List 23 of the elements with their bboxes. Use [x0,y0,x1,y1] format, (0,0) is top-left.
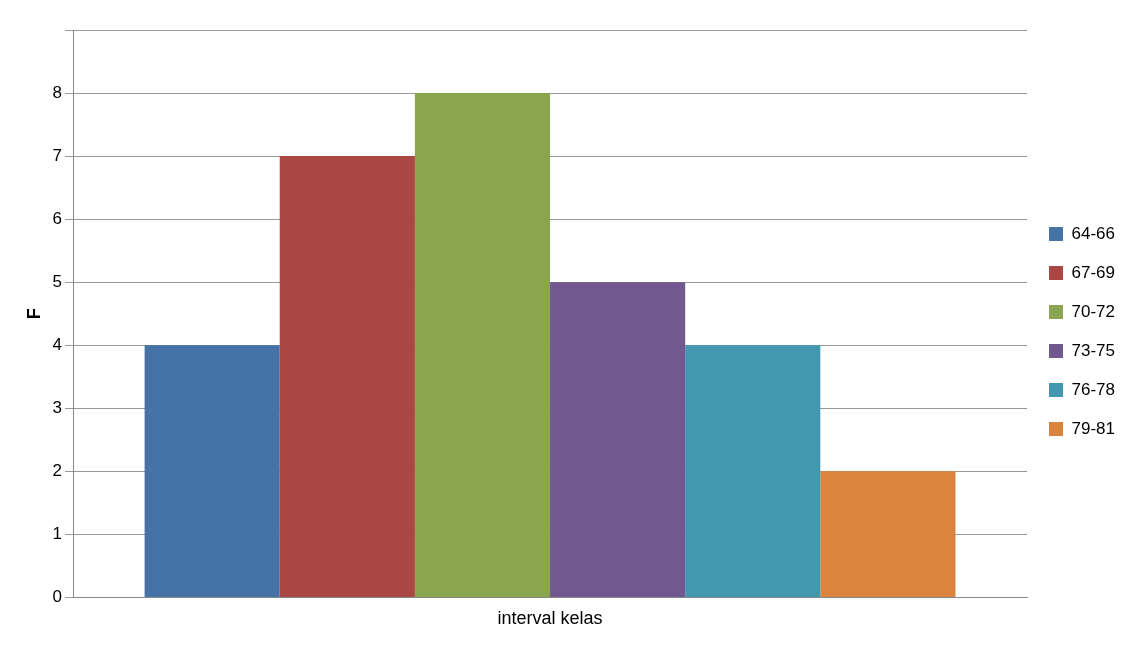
y-tick-label: 0 [52,587,63,607]
y-tick-label: 8 [52,82,63,102]
bar [414,93,551,597]
y-tick-label: 7 [52,145,63,165]
y-axis-title: F [23,308,44,320]
bar [685,345,821,597]
legend-label: 64-66 [1071,223,1115,243]
bar [820,471,956,597]
x-tick-label: interval kelas [497,608,603,629]
legend-label: 70-72 [1071,301,1115,321]
y-tick-label: 1 [52,524,63,544]
y-tick-label: 2 [52,461,63,480]
legend-label: 76-78 [1071,379,1115,399]
y-tick-label: 5 [52,271,63,291]
y-tick-label: 3 [52,397,63,417]
y-tick-label: 6 [52,208,63,228]
bar [144,345,280,597]
bar [550,282,686,597]
legend-label: 79-81 [1071,418,1115,438]
y-tick-label: 4 [52,334,63,354]
bar [279,156,415,597]
legend-label: 67-69 [1071,262,1115,282]
legend-label: 73-75 [1071,340,1115,360]
